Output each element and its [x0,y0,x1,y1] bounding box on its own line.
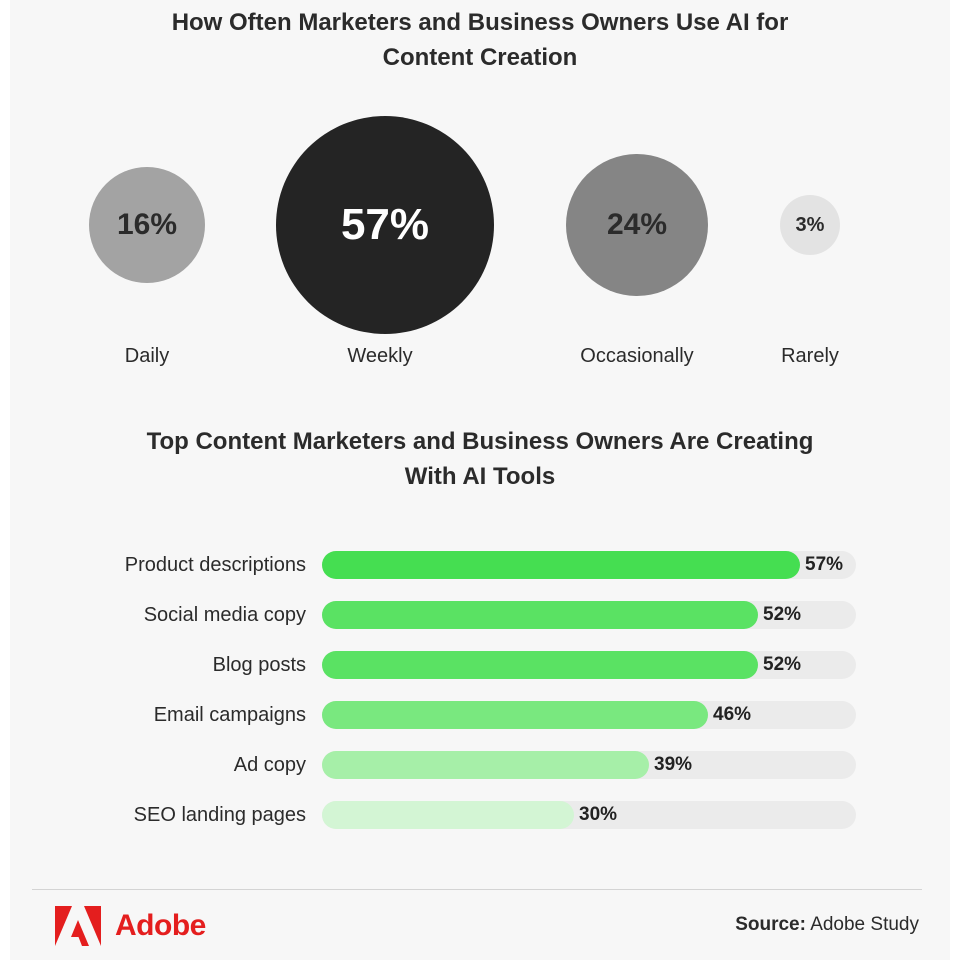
bar-track-product-descriptions: 57% [322,551,856,579]
bar-track-email-campaigns: 46% [322,701,856,729]
adobe-logo-icon [55,906,101,946]
bar-label-product-descriptions: Product descriptions [124,554,306,576]
bar-label-seo-landing-pages: SEO landing pages [133,804,306,826]
bar-track-blog-posts: 52% [322,651,856,679]
bar-blog-posts [322,651,758,679]
bar-value-email-campaigns: 46% [713,704,752,725]
bar-value-seo-landing-pages: 30% [579,804,618,825]
bubble-occasionally: 24% [566,154,708,296]
bubble-rarely: 3% [780,195,840,255]
bar-value-social-media-copy: 52% [763,604,802,625]
frequency-chart-title: How Often Marketers and Business Owners … [0,5,960,75]
tools-title-line-1: Top Content Marketers and Business Owner… [146,428,814,455]
bar-value-ad-copy: 39% [654,754,693,775]
frequency-title-line-1: How Often Marketers and Business Owners … [171,9,789,36]
bar-email-campaigns [322,701,708,729]
tools-chart-title: Top Content Marketers and Business Owner… [0,424,960,494]
bubble-value-daily: 16% [116,208,178,241]
frequency-title-line-2: Content Creation [382,44,578,71]
bar-track-ad-copy: 39% [322,751,856,779]
source-text: Adobe Study [810,914,919,935]
bar-label-email-campaigns: Email campaigns [153,704,306,726]
adobe-brand: Adobe [55,906,206,946]
bubble-value-rarely: 3% [795,213,825,236]
label-rarely: Rarely [781,345,839,367]
source-label: Source: [735,914,806,935]
bar-label-social-media-copy: Social media copy [143,604,306,626]
bar-label-ad-copy: Ad copy [233,754,306,776]
bubble-value-occasionally: 24% [606,208,668,241]
infographic-card [10,0,950,960]
brand-name: Adobe [115,909,206,942]
bar-product-descriptions [322,551,800,579]
source-note: Source: Adobe Study [735,914,919,936]
bar-social-media-copy [322,601,758,629]
bar-value-product-descriptions: 57% [805,554,844,575]
footer-divider [32,889,922,890]
label-daily: Daily [124,345,170,367]
label-weekly: Weekly [347,345,413,367]
label-occasionally: Occasionally [580,345,694,367]
bar-ad-copy [322,751,649,779]
bubble-daily: 16% [89,167,205,283]
tools-title-line-2: With AI Tools [404,463,556,490]
bubble-weekly: 57% [276,116,494,334]
bubble-value-weekly: 57% [340,200,430,249]
bar-label-blog-posts: Blog posts [212,654,306,676]
bar-seo-landing-pages [322,801,574,829]
bar-track-seo-landing-pages: 30% [322,801,856,829]
bar-track-social-media-copy: 52% [322,601,856,629]
bar-value-blog-posts: 52% [763,654,802,675]
